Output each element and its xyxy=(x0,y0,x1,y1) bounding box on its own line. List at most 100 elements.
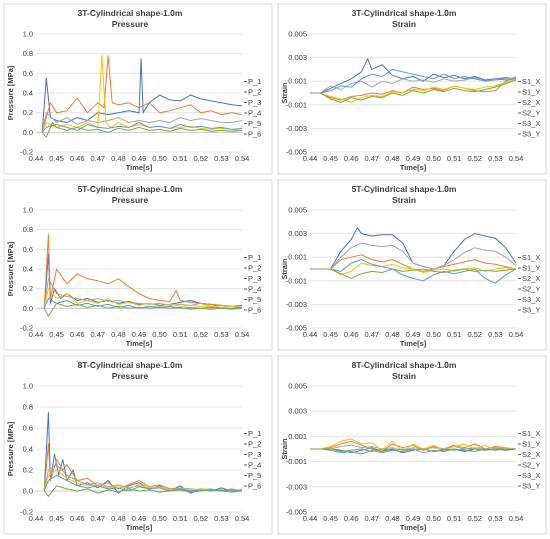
series-line-s2-y xyxy=(310,262,516,276)
x-tick-label: 0.45 xyxy=(49,154,64,163)
x-tick-label: 0.51 xyxy=(447,154,462,163)
y-tick-label: 0.003 xyxy=(288,229,307,238)
legend-entry: S2_Y xyxy=(522,109,540,118)
y-tick-label: 0.0 xyxy=(23,128,33,137)
legend-entry: S1_X xyxy=(522,253,540,262)
legend-entry: S1_Y xyxy=(522,440,540,449)
legend-entry: P_4 xyxy=(248,109,261,118)
y-tick-label: 0.4 xyxy=(23,89,33,98)
x-tick-label: 0.51 xyxy=(447,514,462,523)
series-line-s2-y xyxy=(310,438,516,452)
x-tick-label: 0.52 xyxy=(467,154,482,163)
x-tick-label: 0.52 xyxy=(193,154,208,163)
x-tick-label: 0.48 xyxy=(385,514,400,523)
x-axis-label: Time[s] xyxy=(126,339,153,348)
legend-entry: S3_X xyxy=(522,295,540,304)
y-tick-label: 0.0 xyxy=(23,304,33,313)
y-tick-label: 0.4 xyxy=(23,445,33,454)
legend-entry: P_5 xyxy=(248,119,261,128)
x-tick-label: 0.46 xyxy=(70,330,85,339)
series-line-p-5 xyxy=(41,122,242,133)
x-tick-label: 0.50 xyxy=(426,154,441,163)
chart-panel-3: 5T-Cylindrical shape-1.0mStrain0.0050.00… xyxy=(277,179,547,351)
x-tick-label: 0.53 xyxy=(488,330,503,339)
x-tick-label: 0.47 xyxy=(90,330,105,339)
legend-entry: P_2 xyxy=(248,440,261,449)
x-tick-label: 0.52 xyxy=(467,514,482,523)
y-tick-label: 0.003 xyxy=(288,407,307,416)
x-tick-label: 0.47 xyxy=(90,154,105,163)
x-tick-label: 0.48 xyxy=(385,330,400,339)
y-axis-label: Pressure [MPa] xyxy=(6,65,15,120)
x-tick-label: 0.46 xyxy=(344,514,359,523)
y-tick-label: -0.2 xyxy=(20,324,33,333)
x-tick-label: 0.48 xyxy=(111,330,126,339)
chart-panel-5: 8T-Cylindrical shape-1.0mStrain0.0050.00… xyxy=(277,355,547,535)
x-axis-label: Time[s] xyxy=(126,163,153,172)
chart-subtitle: Strain xyxy=(392,371,416,381)
x-tick-label: 0.45 xyxy=(323,154,338,163)
x-tick-label: 0.48 xyxy=(111,154,126,163)
legend-entry: S3_X xyxy=(522,119,540,128)
x-tick-label: 0.49 xyxy=(406,514,421,523)
y-tick-label: 1.0 xyxy=(23,382,33,391)
y-tick-label: 0.8 xyxy=(23,403,33,412)
y-tick-label: -0.005 xyxy=(286,508,307,517)
x-tick-label: 0.53 xyxy=(214,514,229,523)
y-tick-label: -0.001 xyxy=(286,276,307,285)
legend-entry: S3_X xyxy=(522,471,540,480)
series-line-s3-x xyxy=(310,68,516,94)
y-tick-label: -0.001 xyxy=(286,457,307,466)
series-line-s3-y xyxy=(310,448,516,452)
y-tick-label: 0.005 xyxy=(288,30,307,39)
legend-entry: S1_X xyxy=(522,77,540,86)
legend-entry: S3_Y xyxy=(522,130,540,139)
y-axis-label: Pressure [MPa] xyxy=(6,241,15,296)
y-tick-label: 0.001 xyxy=(288,432,307,441)
legend-entry: S2_X xyxy=(522,98,540,107)
series-line-s2-x xyxy=(310,444,516,451)
legend-entry: S1_Y xyxy=(522,264,540,273)
series-line-p-1 xyxy=(41,58,242,133)
series-line-p-4 xyxy=(43,288,242,309)
chart-title: 8T-Cylindrical shape-1.0m xyxy=(352,360,457,370)
x-axis-label: Time[s] xyxy=(126,523,153,532)
series-line-p-3 xyxy=(43,464,242,492)
chart-subtitle: Strain xyxy=(392,195,416,205)
chart-subtitle: Strain xyxy=(392,19,416,29)
legend-entry: S2_X xyxy=(522,274,540,283)
y-tick-label: 1.0 xyxy=(23,30,33,39)
legend-entry: S3_Y xyxy=(522,482,540,491)
chart-title: 5T-Cylindrical shape-1.0m xyxy=(78,184,183,194)
chart-panel-1: 3T-Cylindrical shape-1.0mStrain0.0050.00… xyxy=(277,3,547,175)
x-tick-label: 0.53 xyxy=(214,154,229,163)
series-line-s2-x xyxy=(310,242,516,270)
chart-title: 8T-Cylindrical shape-1.0m xyxy=(78,360,183,370)
x-tick-label: 0.44 xyxy=(29,330,44,339)
x-tick-label: 0.51 xyxy=(173,154,188,163)
legend-entry: P_5 xyxy=(248,471,261,480)
x-tick-label: 0.46 xyxy=(344,154,359,163)
x-tick-label: 0.52 xyxy=(193,514,208,523)
legend-entry: S2_Y xyxy=(522,461,540,470)
y-tick-label: 0.6 xyxy=(23,69,33,78)
series-line-p-5 xyxy=(43,298,242,309)
x-tick-label: 0.54 xyxy=(509,514,524,523)
x-tick-label: 0.49 xyxy=(406,154,421,163)
series-line-s3-y xyxy=(310,79,516,103)
series-line-p-6 xyxy=(43,485,242,497)
x-tick-label: 0.46 xyxy=(344,330,359,339)
panel-border xyxy=(3,179,273,351)
x-tick-label: 0.54 xyxy=(509,154,524,163)
y-tick-label: -0.2 xyxy=(20,148,33,157)
x-tick-label: 0.53 xyxy=(488,514,503,523)
x-tick-label: 0.47 xyxy=(364,514,379,523)
series-line-s1-y xyxy=(310,440,516,452)
y-tick-label: -0.003 xyxy=(286,300,307,309)
x-axis-label: Time[s] xyxy=(400,163,427,172)
series-line-p-2 xyxy=(43,234,242,309)
series-line-p-2 xyxy=(41,55,242,133)
x-axis-label: Time[s] xyxy=(400,339,427,348)
